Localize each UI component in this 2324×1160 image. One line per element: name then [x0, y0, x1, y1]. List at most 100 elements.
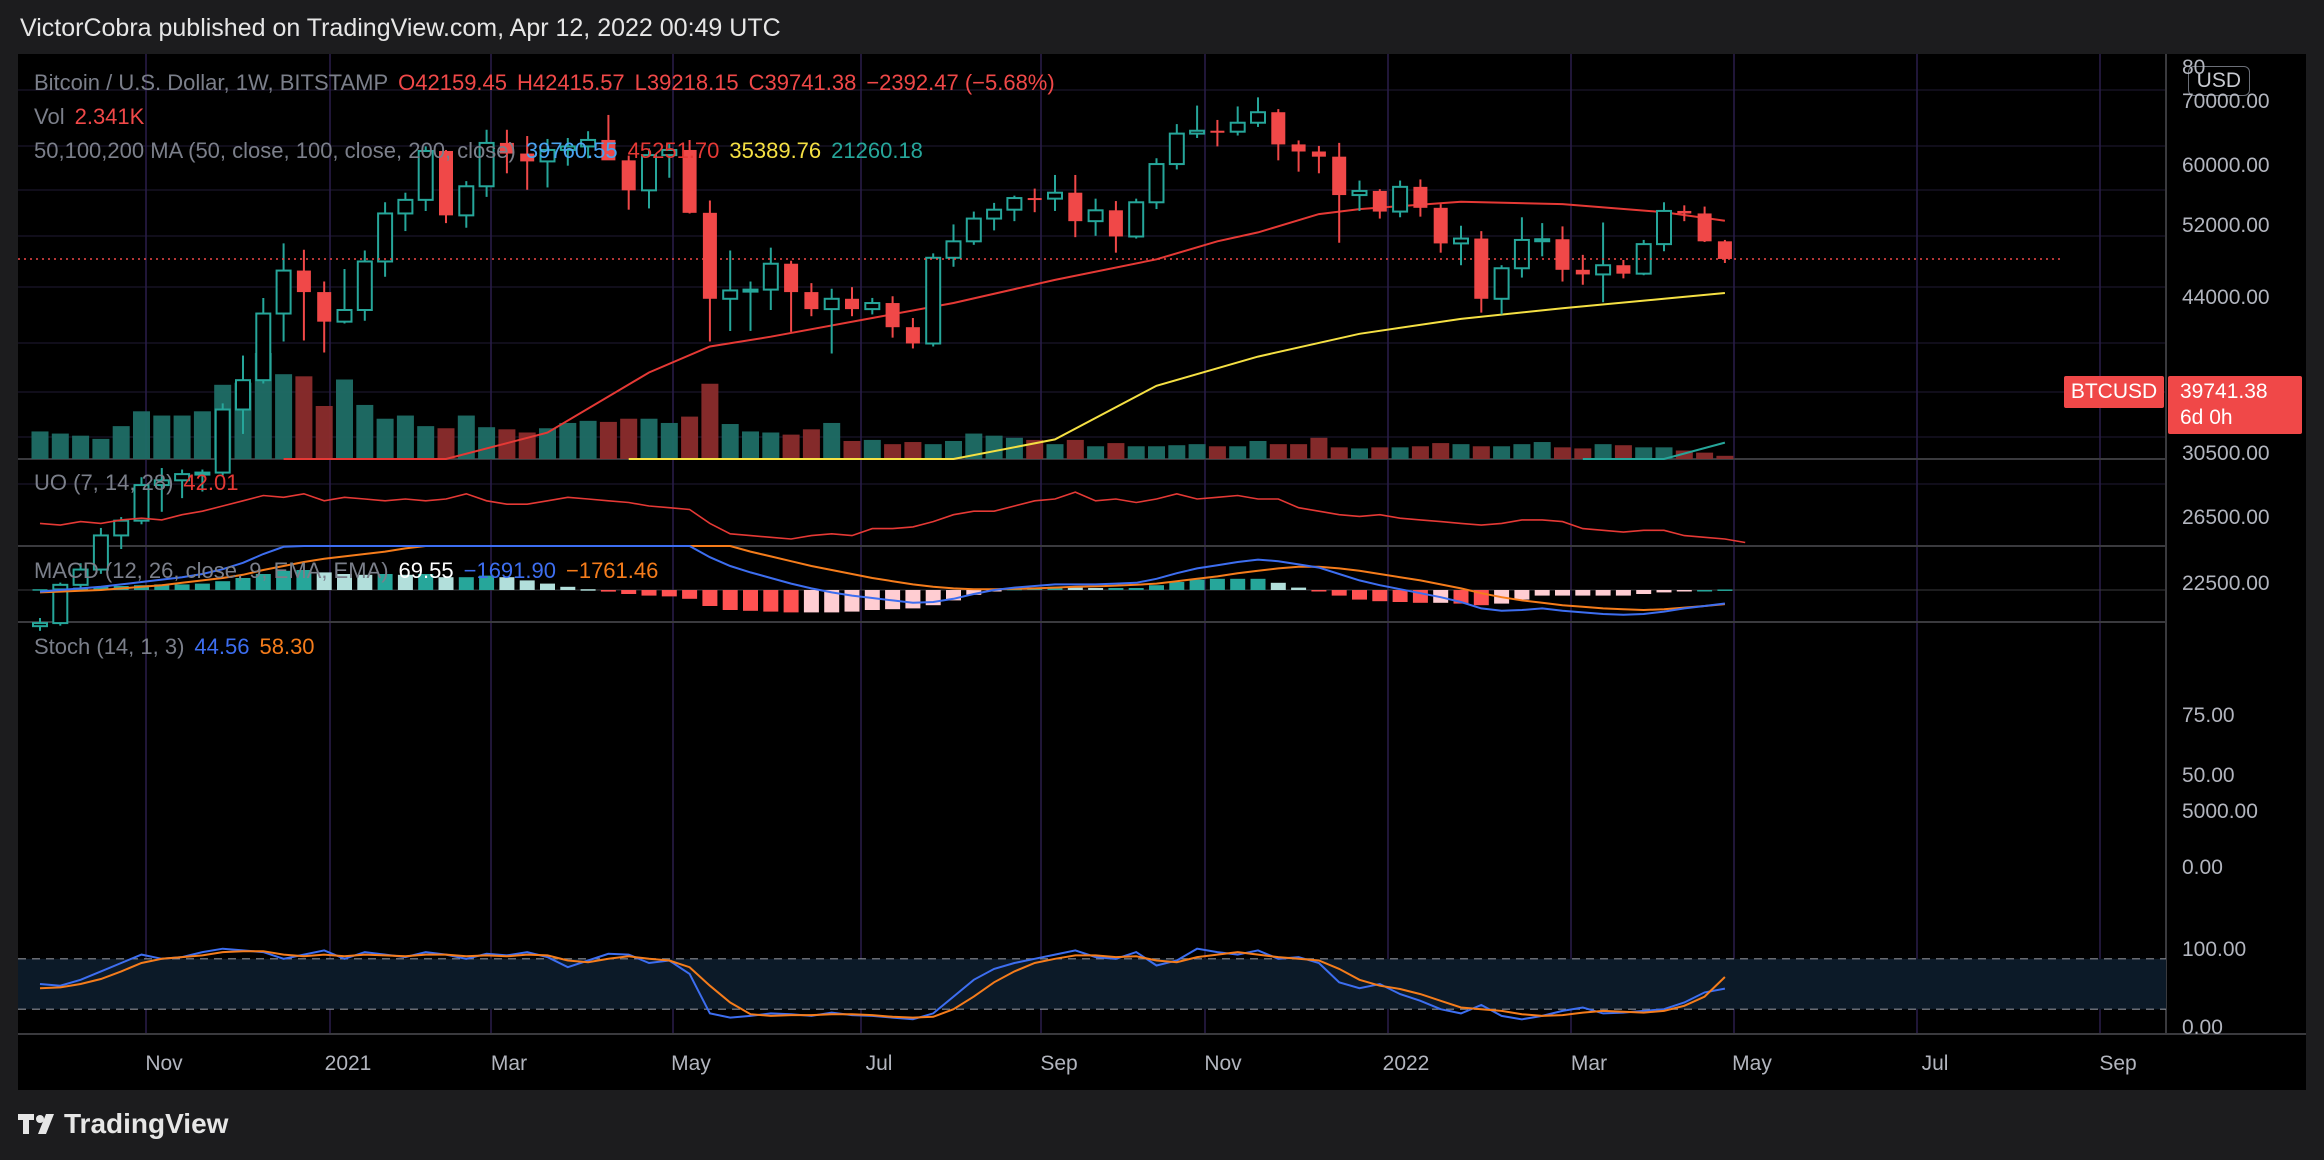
- volume-bar: [1269, 444, 1287, 459]
- macd-histogram-bar: [479, 575, 495, 590]
- macd-histogram-bar: [1636, 590, 1652, 594]
- volume-bar: [112, 426, 130, 459]
- candle-body: [235, 379, 251, 411]
- volume-bar: [1554, 447, 1571, 459]
- volume-bar: [275, 374, 293, 459]
- macd-histogram-bar: [1575, 590, 1591, 596]
- volume-bar: [904, 442, 922, 459]
- macd-histogram-bar: [1189, 579, 1205, 590]
- macd-histogram-bar: [499, 577, 515, 590]
- macd-histogram-bar: [1067, 587, 1083, 590]
- time-label: May: [1732, 1052, 1772, 1075]
- candle-body: [1555, 239, 1570, 270]
- volume-bar: [1249, 440, 1267, 459]
- volume-bar: [133, 411, 150, 459]
- macd-histogram-bar: [702, 590, 718, 606]
- volume-bar: [701, 383, 719, 459]
- uo-label[interactable]: UO (7, 14, 28): [34, 470, 174, 495]
- last-price-badge: 39741.38 6d 0h: [2168, 376, 2302, 434]
- volume-bar: [1330, 447, 1348, 459]
- volume-bar: [863, 439, 881, 459]
- currency-button[interactable]: USD: [2187, 66, 2250, 96]
- macd-histogram-bar: [357, 574, 373, 590]
- candle-body: [1717, 241, 1732, 259]
- price-tick: 52000.00: [2182, 214, 2270, 237]
- candle-body: [296, 270, 311, 293]
- candle-body: [72, 568, 89, 586]
- volume-bar: [802, 429, 820, 459]
- macd-histogram-bar: [154, 584, 170, 590]
- macd-tick: 5000.00: [2182, 800, 2258, 823]
- symbol-badge: BTCUSD: [2064, 376, 2164, 408]
- candle-body: [275, 269, 292, 315]
- volume-bar: [92, 438, 110, 459]
- candle-body: [52, 583, 69, 625]
- candle-body: [153, 479, 170, 487]
- candle-body: [458, 185, 475, 217]
- ma200-value: 35389.76: [729, 138, 822, 163]
- macd-legend: MACD (12, 26, close, 9, EMA, EMA) 69.55 −1…: [34, 558, 668, 584]
- candle-body: [1027, 198, 1042, 201]
- macd-histogram-bar: [580, 589, 596, 591]
- volume-bar: [1148, 446, 1165, 459]
- macd-histogram-bar: [194, 583, 210, 590]
- volume-bar: [1655, 447, 1673, 459]
- macd-histogram-bar: [296, 570, 312, 590]
- chart-canvas[interactable]: [18, 54, 2306, 1090]
- macd-histogram-bar: [1169, 582, 1185, 590]
- macd-histogram-bar: [32, 589, 48, 591]
- macd-label[interactable]: MACD (12, 26, close, 9, EMA, EMA): [34, 558, 389, 583]
- uo-tick: 75.00: [2182, 704, 2235, 727]
- price-tick: 30500.00: [2182, 442, 2270, 465]
- volume-bar: [336, 379, 353, 459]
- volume-bar: [1290, 444, 1308, 459]
- volume-bar: [782, 434, 800, 459]
- candle-body: [1433, 207, 1448, 244]
- volume-bar: [1208, 446, 1226, 459]
- price-tick: 44000.00: [2182, 286, 2270, 309]
- stoch-label[interactable]: Stoch (14, 1, 3): [34, 634, 185, 659]
- macd-histogram-bar: [1128, 588, 1144, 590]
- candle-body: [1453, 237, 1469, 245]
- candle-body: [1210, 130, 1225, 133]
- macd-histogram-bar: [174, 584, 190, 590]
- open-value: O42159.45: [398, 70, 508, 95]
- volume-bar: [51, 433, 69, 459]
- macd-histogram-bar: [1291, 587, 1307, 590]
- macd-histogram-bar: [93, 586, 109, 590]
- candle-body: [499, 142, 514, 154]
- candle-body: [1168, 132, 1185, 166]
- candle-body: [1513, 238, 1530, 270]
- symbol-description[interactable]: Bitcoin / U.S. Dollar, 1W, BITSTAMP: [34, 70, 389, 95]
- macd-histogram-bar: [215, 581, 231, 590]
- candle-body: [1392, 185, 1409, 213]
- candle-body: [722, 289, 739, 300]
- candle-body: [1229, 121, 1246, 133]
- macd-histogram-bar: [1392, 590, 1408, 602]
- macd-histogram-bar: [418, 574, 434, 590]
- macd-histogram-bar: [1108, 588, 1124, 590]
- volume-label[interactable]: Vol: [34, 104, 65, 129]
- macd-histogram-bar: [1270, 582, 1286, 590]
- ma-label[interactable]: 50,100,200 MA (50, close, 100, close, 20…: [34, 138, 516, 163]
- macd-histogram-bar: [743, 590, 758, 611]
- macd-histogram-bar: [1534, 590, 1550, 596]
- candle-body: [377, 212, 394, 263]
- macd-line: [39, 545, 1726, 616]
- candle-body: [133, 484, 150, 522]
- volume-bar: [1127, 446, 1145, 459]
- macd-histogram-bar: [1149, 585, 1164, 590]
- ma-extra-value: 21260.18: [831, 138, 923, 163]
- candle-body: [1250, 111, 1266, 124]
- stoch-band-fill: [18, 958, 2166, 1010]
- volume-bar: [985, 435, 1003, 459]
- macd-signal-line: [39, 545, 1725, 612]
- tradingview-logo-icon[interactable]: [18, 1110, 60, 1138]
- volume-bar: [1087, 446, 1105, 459]
- chart-frame[interactable]: Bitcoin / U.S. Dollar, 1W, BITSTAMP O4215…: [18, 54, 2306, 1090]
- candle-body: [1413, 186, 1428, 208]
- tradingview-brand[interactable]: TradingView: [64, 1108, 229, 1139]
- last-price: 39741.38: [2180, 380, 2268, 403]
- volume-bar: [1066, 439, 1084, 459]
- macd-histogram-bar: [824, 590, 840, 613]
